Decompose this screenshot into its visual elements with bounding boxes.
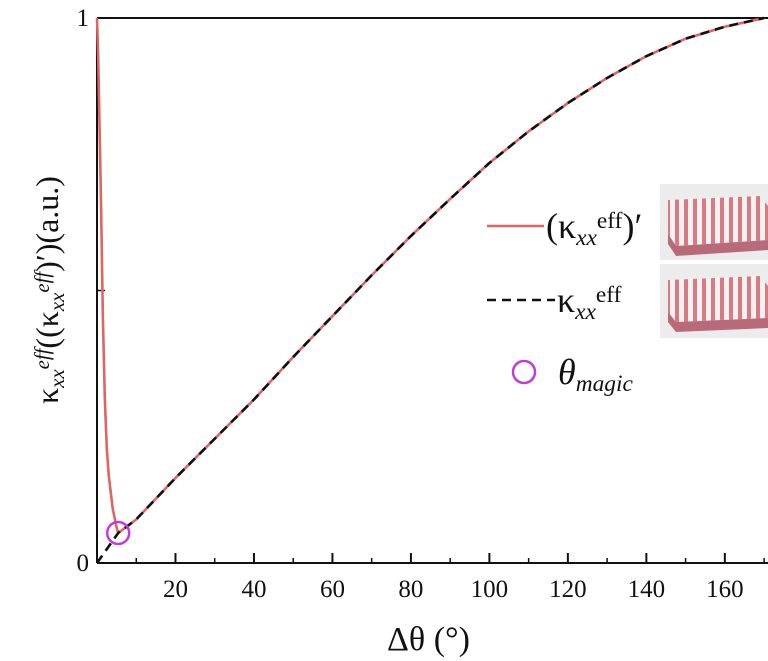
text-part: Δθ (°) bbox=[387, 621, 470, 658]
text-part: eff bbox=[597, 208, 623, 234]
text-part: ((κ bbox=[29, 311, 65, 348]
text-part: θ bbox=[558, 352, 576, 392]
legend-label: κxxeff bbox=[557, 280, 622, 325]
text-part: κ bbox=[557, 280, 575, 320]
x-tick-label: 140 bbox=[628, 576, 666, 603]
text-part: magic bbox=[576, 371, 634, 397]
y-tick-label: 0 bbox=[77, 550, 90, 577]
x-tick-label: 120 bbox=[549, 576, 587, 603]
x-tick-label: 20 bbox=[163, 576, 188, 603]
text-part: xx bbox=[46, 369, 69, 389]
legend-label: θmagic bbox=[558, 352, 633, 397]
text-part: eff bbox=[31, 345, 54, 369]
text-part: κ bbox=[29, 388, 65, 404]
x-tick-label: 100 bbox=[471, 576, 509, 603]
y-axis-label: κxxeff((κxxeff)′)(a.u.) bbox=[29, 176, 69, 404]
x-tick-label: 160 bbox=[706, 576, 744, 603]
inset-image bbox=[660, 264, 768, 338]
legend-marker bbox=[511, 359, 537, 385]
x-axis-label: Δθ (°) bbox=[387, 621, 470, 658]
text-part: (κ bbox=[546, 206, 576, 246]
y-tick-label: 1 bbox=[77, 5, 90, 32]
text-part: xx bbox=[574, 299, 596, 325]
legend-label: (κxxeff)′ bbox=[546, 206, 642, 251]
text-part: )′ bbox=[622, 206, 642, 246]
text-part: )′)(a.u.) bbox=[29, 176, 65, 272]
x-tick-label: 40 bbox=[241, 576, 266, 603]
line bbox=[95, 16, 765, 564]
text-part: xx bbox=[575, 225, 597, 251]
inset-image bbox=[660, 184, 768, 260]
text-part: eff bbox=[31, 269, 54, 293]
text-part: eff bbox=[596, 282, 622, 308]
x-tick-label: 80 bbox=[398, 576, 423, 603]
marker bbox=[105, 520, 131, 546]
text-part: xx bbox=[46, 292, 69, 312]
x-tick-label: 60 bbox=[320, 576, 345, 603]
